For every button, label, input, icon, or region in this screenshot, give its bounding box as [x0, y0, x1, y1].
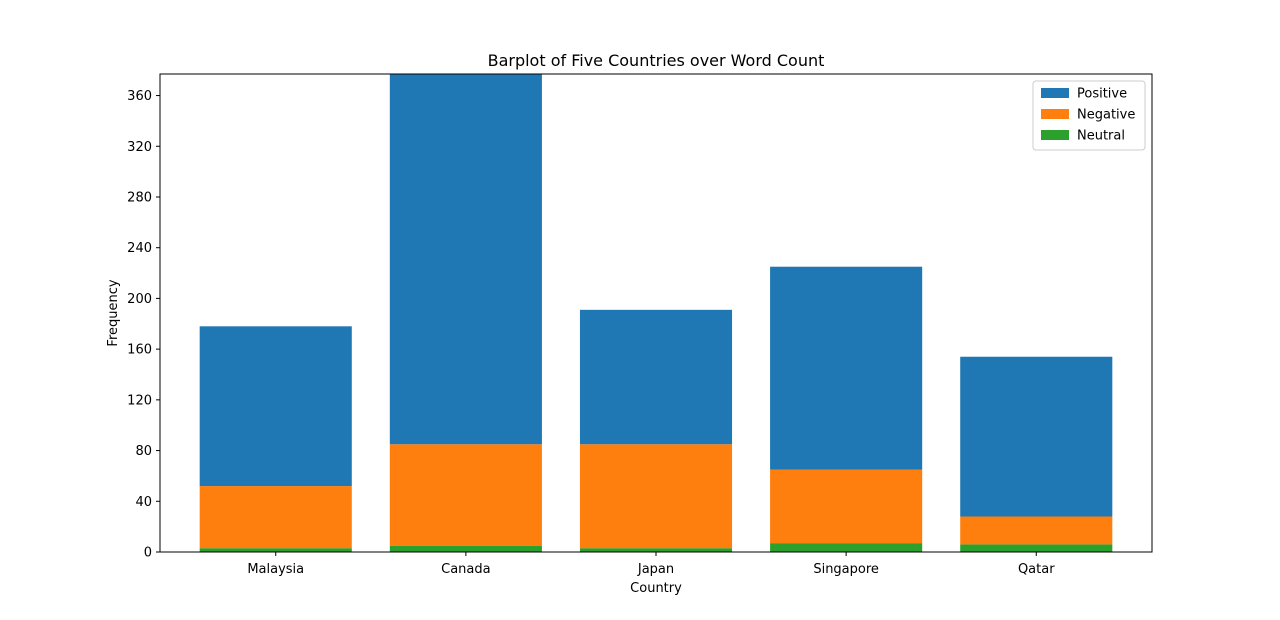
- bar-negative-qatar: [960, 516, 1113, 545]
- chart-title: Barplot of Five Countries over Word Coun…: [488, 51, 825, 70]
- y-tick-label: 280: [127, 190, 152, 205]
- legend-swatch-negative: [1041, 109, 1069, 119]
- legend-label-neutral: Neutral: [1077, 129, 1125, 144]
- y-tick-label: 160: [127, 343, 152, 358]
- x-tick-label: Canada: [441, 562, 490, 577]
- bar-neutral-malaysia: [199, 548, 352, 552]
- bar-neutral-canada: [389, 545, 542, 552]
- bar-negative-canada: [389, 444, 542, 546]
- y-tick-label: 0: [144, 546, 152, 561]
- bar-neutral-japan: [579, 548, 733, 552]
- plot-area: [199, 74, 1113, 552]
- legend-swatch-neutral: [1041, 130, 1069, 140]
- y-tick-label: 80: [135, 444, 152, 459]
- y-tick-label: 320: [127, 140, 152, 155]
- bar-negative-japan: [579, 444, 733, 549]
- x-tick-label: Qatar: [1018, 562, 1055, 577]
- x-tick-label: Malaysia: [247, 562, 304, 577]
- y-tick-label: 360: [127, 89, 152, 104]
- bar-positive-singapore: [770, 266, 923, 470]
- bar-positive-canada: [389, 74, 542, 445]
- x-axis: Malaysia Canada Japan Singapore Qatar: [247, 552, 1055, 577]
- x-axis-label: Country: [630, 581, 682, 596]
- legend-swatch-positive: [1041, 88, 1069, 98]
- x-tick-label: Singapore: [813, 562, 879, 577]
- y-tick-label: 120: [127, 393, 152, 408]
- bar-negative-malaysia: [199, 486, 352, 549]
- bar-positive-qatar: [960, 356, 1113, 517]
- bar-neutral-singapore: [770, 543, 923, 552]
- y-tick-label: 240: [127, 241, 152, 256]
- x-tick-label: Japan: [637, 562, 674, 577]
- legend-label-positive: Positive: [1077, 87, 1127, 102]
- y-axis-label: Frequency: [106, 279, 121, 346]
- legend-label-negative: Negative: [1077, 108, 1135, 123]
- legend: Positive Negative Neutral: [1032, 80, 1146, 151]
- bar-neutral-qatar: [960, 544, 1113, 552]
- y-tick-label: 40: [135, 495, 152, 510]
- bar-negative-singapore: [770, 469, 923, 544]
- y-axis: 0 40 80 120 160 200 240 280 320 360: [127, 89, 160, 561]
- bar-positive-malaysia: [199, 326, 352, 487]
- y-tick-label: 200: [127, 292, 152, 307]
- bar-positive-japan: [579, 309, 733, 445]
